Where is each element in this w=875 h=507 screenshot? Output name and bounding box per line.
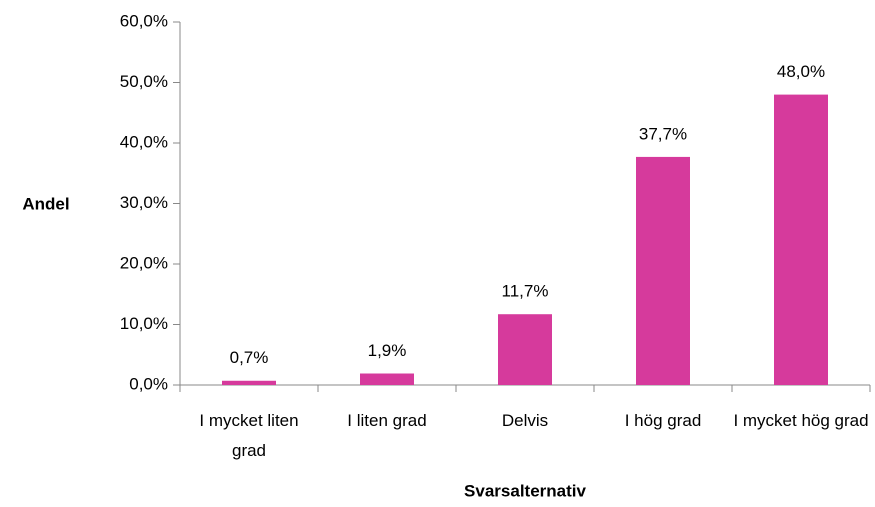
data-label: 37,7% [639, 124, 687, 143]
data-label: 0,7% [230, 348, 269, 367]
bar [222, 380, 276, 385]
y-axis-label: Andel [22, 194, 69, 213]
y-tick-label: 30,0% [120, 193, 168, 212]
y-tick-label: 10,0% [120, 314, 168, 333]
data-label: 48,0% [777, 62, 825, 81]
x-tick-label: I liten grad [347, 411, 427, 430]
bar [636, 156, 690, 385]
x-tick-label: I mycket hög grad [733, 411, 869, 430]
y-tick-label: 50,0% [120, 72, 168, 91]
x-tick-label: I hög grad [624, 411, 702, 430]
bar [774, 94, 828, 385]
y-tick-label: 40,0% [120, 132, 168, 151]
y-tick-label: 0,0% [129, 374, 168, 393]
bar [360, 373, 414, 385]
x-axis-label: Svarsalternativ [464, 481, 586, 500]
x-tick-label: I mycket liten grad [199, 411, 299, 460]
bar [498, 314, 552, 385]
y-tick-label: 20,0% [120, 253, 168, 272]
x-tick-label: Delvis [501, 411, 549, 430]
y-tick-label: 60,0% [120, 11, 168, 30]
data-label: 1,9% [368, 341, 407, 360]
data-label: 11,7% [502, 282, 549, 301]
